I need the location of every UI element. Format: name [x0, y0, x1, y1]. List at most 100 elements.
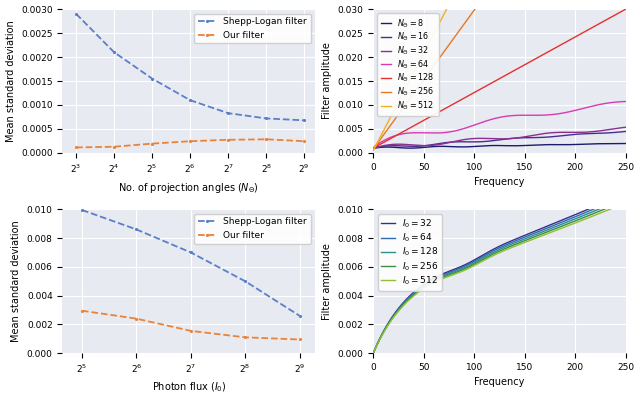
$N_\Theta = 16$: [490, 138, 497, 143]
Line: $N_\Theta = 8$: $N_\Theta = 8$: [373, 144, 626, 148]
$N_\Theta = 64$: [616, 99, 623, 104]
Legend: $N_\Theta = 8$, $N_\Theta = 16$, $N_\Theta = 32$, $N_\Theta = 64$, $N_\Theta = 1: $N_\Theta = 8$, $N_\Theta = 16$, $N_\The…: [377, 13, 438, 116]
$I_0 = 256$: [374, 340, 382, 345]
$I_0 = 32$: [581, 208, 589, 213]
$I_0 = 128$: [406, 295, 414, 300]
$N_\Theta = 8$: [622, 141, 630, 146]
Our filter: [262, 137, 270, 142]
$I_0 = 64$: [406, 294, 414, 299]
$I_0 = 32$: [374, 339, 382, 344]
Legend: $I_0 = 32$, $I_0 = 64$, $I_0 = 128$, $I_0 = 256$, $I_0 = 512$: $I_0 = 32$, $I_0 = 64$, $I_0 = 128$, $I_…: [378, 214, 442, 291]
Our filter: [225, 137, 232, 142]
$N_\Theta = 128$: [506, 70, 514, 75]
$N_\Theta = 64$: [490, 116, 497, 121]
$I_0 = 256$: [406, 296, 414, 300]
Line: $N_\Theta = 32$: $N_\Theta = 32$: [373, 127, 626, 148]
Line: $N_\Theta = 64$: $N_\Theta = 64$: [373, 102, 626, 148]
Our filter: [241, 335, 249, 340]
X-axis label: Frequency: Frequency: [474, 177, 525, 187]
Line: Shepp-Logan filter: Shepp-Logan filter: [80, 208, 301, 318]
$I_0 = 32$: [628, 188, 636, 193]
$N_\Theta = 256$: [369, 147, 377, 152]
$N_\Theta = 32$: [369, 146, 377, 150]
$N_\Theta = 64$: [491, 116, 499, 121]
Shepp-Logan filter: [296, 313, 303, 318]
Our filter: [186, 139, 194, 144]
Line: $I_0 = 128$: $I_0 = 128$: [373, 196, 632, 353]
$N_\Theta = 128$: [577, 32, 584, 36]
$I_0 = 32$: [369, 351, 377, 356]
$N_\Theta = 128$: [616, 10, 623, 15]
$I_0 = 64$: [374, 340, 382, 344]
$N_\Theta = 64$: [369, 146, 377, 150]
$I_0 = 256$: [483, 255, 491, 260]
$N_\Theta = 32$: [577, 130, 584, 135]
$N_\Theta = 64$: [622, 99, 630, 104]
$I_0 = 64$: [581, 210, 589, 215]
$I_0 = 512$: [628, 198, 636, 203]
$I_0 = 512$: [369, 351, 377, 356]
Y-axis label: Filter amplitude: Filter amplitude: [322, 243, 332, 320]
$I_0 = 128$: [600, 205, 608, 210]
$I_0 = 64$: [456, 266, 463, 271]
$N_\Theta = 8$: [369, 146, 377, 150]
$N_\Theta = 8$: [577, 142, 584, 147]
Line: $I_0 = 64$: $I_0 = 64$: [373, 193, 632, 353]
$N_\Theta = 64$: [520, 113, 527, 118]
$N_\Theta = 8$: [506, 143, 514, 148]
$N_\Theta = 8$: [491, 143, 499, 148]
Shepp-Logan filter: [148, 76, 156, 81]
Shepp-Logan filter: [132, 227, 140, 232]
$I_0 = 512$: [406, 296, 414, 301]
X-axis label: Frequency: Frequency: [474, 378, 525, 388]
$I_0 = 64$: [483, 252, 491, 256]
$N_\Theta = 64$: [577, 107, 584, 112]
$N_\Theta = 8$: [616, 141, 623, 146]
Shepp-Logan filter: [225, 111, 232, 116]
$I_0 = 64$: [369, 351, 377, 356]
Line: $N_\Theta = 128$: $N_\Theta = 128$: [373, 9, 626, 148]
$N_\Theta = 8$: [490, 143, 497, 148]
Our filter: [78, 308, 86, 313]
Our filter: [187, 328, 195, 333]
X-axis label: Photon flux ($I_0$): Photon flux ($I_0$): [152, 381, 226, 394]
Line: Our filter: Our filter: [74, 138, 306, 149]
$I_0 = 64$: [600, 202, 608, 207]
Line: $N_\Theta = 256$: $N_\Theta = 256$: [373, 0, 626, 149]
$I_0 = 32$: [483, 250, 491, 255]
Shepp-Logan filter: [187, 250, 195, 255]
$I_0 = 128$: [581, 212, 589, 217]
$I_0 = 128$: [456, 268, 463, 272]
$N_\Theta = 16$: [577, 132, 584, 136]
$N_\Theta = 16$: [491, 138, 499, 143]
$N_\Theta = 128$: [369, 146, 377, 150]
$N_\Theta = 16$: [506, 136, 514, 141]
Our filter: [300, 139, 308, 144]
Line: $I_0 = 512$: $I_0 = 512$: [373, 200, 632, 353]
Line: $I_0 = 256$: $I_0 = 256$: [373, 198, 632, 353]
$N_\Theta = 32$: [491, 136, 499, 141]
$I_0 = 128$: [628, 193, 636, 198]
$N_\Theta = 64$: [506, 114, 514, 118]
Shepp-Logan filter: [300, 118, 308, 123]
$N_\Theta = 128$: [520, 63, 527, 68]
$I_0 = 256$: [456, 269, 463, 274]
$N_\Theta = 32$: [616, 126, 623, 130]
Line: $N_\Theta = 16$: $N_\Theta = 16$: [373, 132, 626, 148]
$I_0 = 256$: [628, 196, 636, 200]
$N_\Theta = 16$: [622, 129, 630, 134]
$N_\Theta = 128$: [491, 79, 499, 84]
X-axis label: No. of projection angles ($N_\Theta$): No. of projection angles ($N_\Theta$): [118, 181, 259, 195]
$I_0 = 256$: [581, 215, 589, 220]
$N_\Theta = 32$: [506, 136, 514, 141]
$I_0 = 128$: [374, 340, 382, 344]
$I_0 = 128$: [369, 351, 377, 356]
$N_\Theta = 512$: [369, 148, 377, 153]
$I_0 = 32$: [406, 293, 414, 298]
$I_0 = 512$: [483, 256, 491, 261]
$N_\Theta = 16$: [520, 135, 527, 140]
Shepp-Logan filter: [241, 279, 249, 284]
Legend: Shepp-Logan filter, Our filter: Shepp-Logan filter, Our filter: [195, 214, 310, 244]
Legend: Shepp-Logan filter, Our filter: Shepp-Logan filter, Our filter: [195, 14, 310, 43]
Our filter: [72, 145, 80, 150]
